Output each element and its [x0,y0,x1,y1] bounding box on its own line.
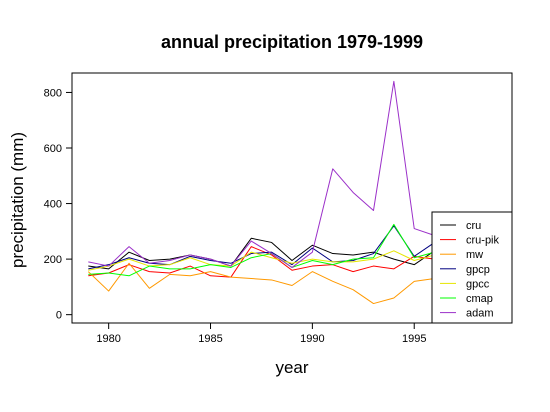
x-tick-label: 1980 [96,333,120,345]
x-axis-label: year [275,358,308,377]
legend-label: gpcp [466,264,490,276]
y-tick-label: 0 [56,310,62,322]
legend-label: cmap [466,293,493,305]
legend-box [431,211,513,324]
legend-label: gpcc [466,278,490,290]
series-line-cru-pik [88,246,496,278]
plot-frame [71,72,513,324]
chart-title: annual precipitation 1979-1999 [161,32,423,52]
x-tick-label: 1990 [300,333,324,345]
legend-label: cru-pik [466,235,500,247]
y-tick-label: 800 [44,87,62,99]
legend: cru cru-pik mw gpcp gpcc cmap adam [431,211,513,324]
y-tick-label: 600 [44,143,62,155]
y-axis-label: precipitation (mm) [8,132,27,268]
x-tick-label: 1985 [198,333,222,345]
legend-label: cru [466,220,481,232]
x-tick-label: 1995 [402,333,426,345]
legend-label: mw [466,249,483,261]
series-line-gpcp [88,225,496,270]
series-layer [87,80,496,305]
y-tick-label: 400 [44,199,62,211]
y-tick-label: 200 [44,254,62,266]
series-line-adam [88,80,496,268]
series-line-mw [87,262,496,305]
series-line-cru [88,237,496,270]
axes-layer: 1980 1985 1990 1995 0 200 400 600 800 [44,87,427,345]
series-line-gpcc [88,250,496,271]
legend-label: adam [466,308,494,320]
